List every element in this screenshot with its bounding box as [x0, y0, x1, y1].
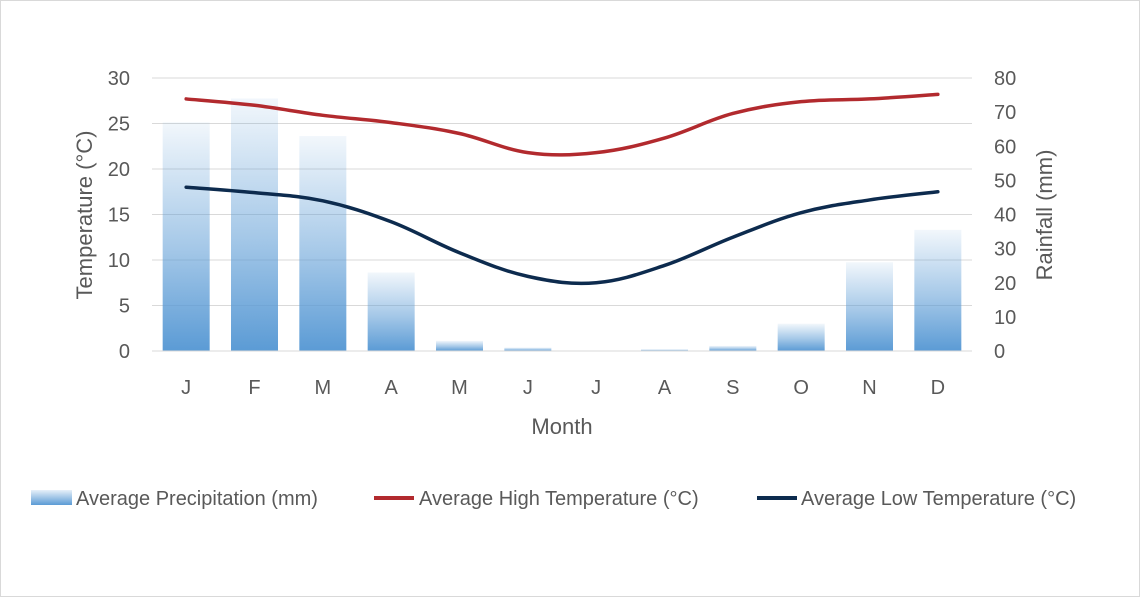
y-right-tick-label: 60: [994, 136, 1016, 158]
temperature-lines: [184, 92, 940, 286]
y-left-tick-label: 25: [108, 114, 130, 136]
x-tick-label: S: [726, 377, 739, 399]
precipitation-bar: [504, 347, 552, 351]
precipitation-bar: [162, 122, 210, 351]
legend-label-precipitation: Average Precipitation (mm): [76, 488, 318, 510]
precipitation-bar: [914, 229, 962, 351]
precipitation-bar: [777, 323, 825, 351]
y-left-tick-label: 20: [108, 159, 130, 181]
precipitation-bar: [436, 340, 483, 351]
y-left-tick-label: 0: [119, 341, 130, 363]
high-temperature-line: [184, 92, 940, 157]
x-tick-label: M: [451, 377, 468, 399]
x-tick-label: F: [248, 377, 260, 399]
axes: 0 5 10 15 20 25 30 0 10 20 30 40 50 60 70 80 J F M A M J J A S O N…: [108, 68, 1017, 399]
y-axis-right-title: Rainfall (mm): [1032, 150, 1057, 281]
precipitation-bar: [299, 136, 347, 351]
y-axis-left-title: Temperature (°C): [72, 131, 97, 300]
precipitation-bar: [231, 98, 278, 351]
y-left-tick-label: 15: [108, 205, 130, 227]
x-tick-label: M: [314, 377, 331, 399]
x-tick-label: D: [931, 377, 945, 399]
gridlines: [152, 77, 972, 306]
legend-swatch-precipitation: [31, 490, 72, 505]
precipitation-bar: [367, 272, 415, 351]
y-left-tick-label: 30: [108, 68, 130, 90]
y-right-tick-label: 30: [994, 239, 1016, 261]
y-left-tick-label: 5: [119, 296, 130, 318]
low-temperature-line: [184, 185, 940, 286]
legend: Average Precipitation (mm) Average High …: [31, 488, 1076, 510]
y-right-tick-label: 40: [994, 205, 1016, 227]
x-tick-label: J: [523, 377, 533, 399]
y-right-tick-label: 70: [994, 102, 1016, 124]
y-right-tick-label: 80: [994, 68, 1016, 90]
y-right-tick-label: 20: [994, 273, 1016, 295]
y-right-tick-label: 50: [994, 170, 1016, 192]
precipitation-bar: [641, 349, 688, 351]
precipitation-bar: [846, 262, 893, 351]
precipitation-bar: [709, 345, 757, 351]
x-tick-label: J: [181, 377, 191, 399]
x-axis-title: Month: [531, 414, 592, 439]
x-tick-label: A: [658, 377, 672, 399]
x-tick-label: A: [384, 377, 398, 399]
y-left-tick-label: 10: [108, 250, 130, 272]
y-right-tick-label: 10: [994, 307, 1016, 329]
legend-label-low-temp: Average Low Temperature (°C): [801, 488, 1076, 510]
x-tick-label: J: [591, 377, 601, 399]
y-right-tick-label: 0: [994, 341, 1005, 363]
legend-label-high-temp: Average High Temperature (°C): [419, 488, 699, 510]
precipitation-bars: [162, 98, 962, 351]
x-tick-label: N: [862, 377, 876, 399]
x-tick-label: O: [793, 377, 809, 399]
